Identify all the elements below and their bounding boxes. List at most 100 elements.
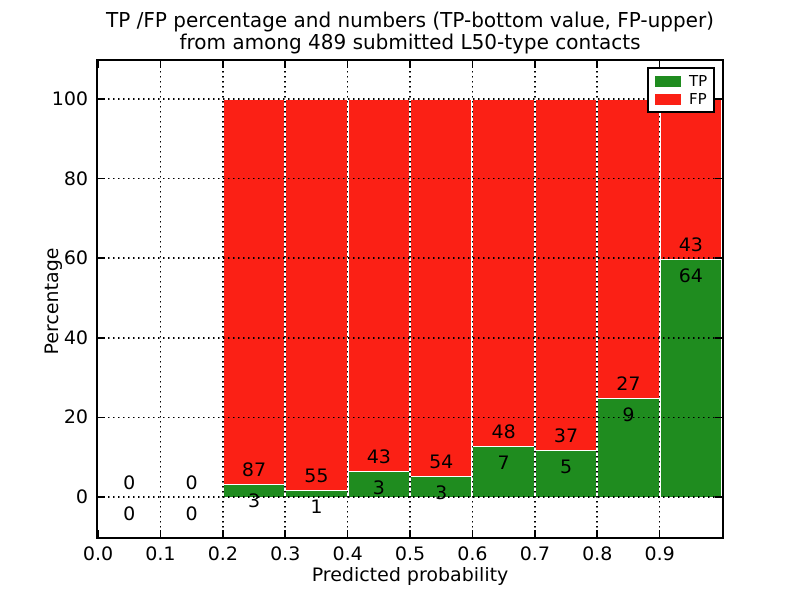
bar-segment-tp	[411, 476, 472, 497]
y-tick-mark-right	[715, 337, 722, 339]
x-gridline	[534, 61, 536, 537]
bar-label-fp: 54	[429, 451, 454, 474]
x-tick-label: 0.5	[394, 543, 426, 565]
bar-label-tp: 1	[310, 495, 323, 518]
x-tick-mark	[409, 530, 411, 537]
x-tick-label: 0.7	[519, 543, 550, 565]
y-tick-mark-right	[715, 177, 722, 180]
bar-label-tp: 64	[678, 264, 703, 287]
x-gridline	[409, 61, 411, 537]
x-gridline	[159, 61, 162, 537]
chart-title: TP /FP percentage and numbers (TP-bottom…	[96, 9, 724, 53]
x-tick-mark	[346, 530, 349, 537]
tp-swatch-icon	[655, 75, 681, 87]
x-tick-mark-top	[534, 61, 536, 68]
bar-label-tp: 7	[497, 452, 510, 475]
bar-label-fp: 48	[491, 421, 516, 444]
x-tick-mark	[222, 530, 224, 537]
legend-label-fp: FP	[689, 89, 707, 108]
x-tick-mark-top	[596, 61, 598, 68]
x-tick-mark	[159, 530, 162, 537]
x-tick-mark-top	[97, 61, 99, 68]
bar-label-tp: 9	[622, 403, 635, 426]
bar-segment-fp	[473, 99, 534, 447]
bar-label-fp: 0	[185, 472, 198, 494]
x-tick-mark-top	[471, 61, 474, 68]
x-tick-mark-top	[658, 61, 661, 68]
y-tick-label: 40	[63, 326, 88, 349]
x-tick-mark-top	[409, 61, 411, 68]
y-tick-label: 20	[63, 406, 88, 429]
x-gridline	[471, 61, 474, 537]
x-axis-label: Predicted probability	[311, 564, 509, 586]
plot-area: 0 0 0 0 87 3 55 1 43 3 54 3 48 7 37 5 27 9 43 64	[97, 61, 722, 537]
x-tick-mark	[658, 530, 661, 537]
y-tick-label: 100	[51, 88, 88, 110]
x-tick-label: 0.8	[582, 543, 613, 565]
x-gridline	[284, 61, 286, 537]
stacked-bar	[222, 99, 286, 497]
x-tick-mark	[471, 530, 474, 537]
y-tick-mark	[98, 98, 105, 100]
bar-segment-tp	[286, 489, 347, 497]
bar-label-fp: 43	[678, 233, 703, 256]
legend-label-tp: TP	[689, 71, 708, 90]
y-tick-mark-right	[715, 257, 722, 259]
bar-label-fp: 37	[553, 424, 579, 447]
x-tick-mark-top	[346, 61, 349, 68]
bar-segment-tp	[473, 446, 534, 497]
y-tick-mark	[98, 177, 105, 180]
y-tick-mark-right	[715, 98, 722, 100]
y-tick-label: 0	[75, 486, 88, 508]
bar-label-tp: 3	[372, 477, 385, 500]
x-tick-mark	[284, 530, 286, 537]
y-tick-mark	[98, 496, 105, 498]
bar-label-fp: 87	[241, 458, 267, 481]
y-tick-mark	[98, 337, 105, 339]
bar-segment-tp	[348, 471, 409, 497]
x-tick-label: 0.2	[207, 543, 238, 565]
x-tick-mark-top	[159, 61, 162, 68]
x-tick-label: 0.4	[332, 543, 363, 565]
y-tick-mark-right	[715, 496, 722, 498]
bar-label-fp: 27	[616, 372, 641, 395]
y-tick-label: 60	[63, 247, 88, 270]
chart-title-line2: from among 489 submitted L50-type contac…	[179, 30, 641, 54]
bar-segment-fp	[535, 99, 597, 450]
stacked-bar	[347, 99, 410, 497]
legend-item-fp: FP	[655, 89, 707, 108]
x-gridline	[658, 61, 661, 537]
bar-label-tp: 0	[123, 503, 136, 525]
bar-segment-fp	[411, 99, 472, 477]
bar-segment-fp	[598, 99, 659, 398]
x-tick-mark	[97, 530, 99, 537]
bar-segment-fp	[223, 99, 285, 484]
bar-segment-tp	[535, 449, 597, 497]
x-tick-label: 0.0	[82, 543, 114, 565]
plot-frame: 0 0 0 0 87 3 55 1 43 3 54 3 48 7 37 5 27 9 43 64	[96, 59, 724, 539]
bar-label-fp: 0	[123, 472, 136, 494]
bar-segment-tp	[223, 483, 285, 497]
x-tick-label: 0.3	[270, 543, 301, 565]
bar-label-fp: 55	[304, 464, 329, 487]
x-gridline	[596, 61, 598, 537]
y-tick-mark	[98, 416, 105, 419]
stacked-bar	[659, 99, 722, 497]
x-tick-mark	[534, 530, 536, 537]
bar-label-tp: 0	[185, 503, 198, 525]
bar-label-tp: 3	[247, 489, 261, 512]
bar-label-tp: 3	[435, 482, 448, 505]
x-tick-label: 0.6	[457, 543, 488, 565]
bar-label-fp: 43	[366, 446, 391, 469]
bar-segment-tp	[660, 258, 721, 497]
stacked-bar	[285, 99, 348, 497]
y-tick-mark	[98, 257, 105, 259]
x-tick-label: 0.9	[644, 543, 675, 565]
stacked-bar	[410, 99, 473, 497]
bar-segment-fp	[348, 99, 409, 472]
y-tick-label: 80	[63, 167, 88, 190]
x-tick-mark-top	[222, 61, 224, 68]
x-tick-label: 0.1	[145, 543, 176, 565]
bar-label-tp: 5	[559, 455, 573, 478]
